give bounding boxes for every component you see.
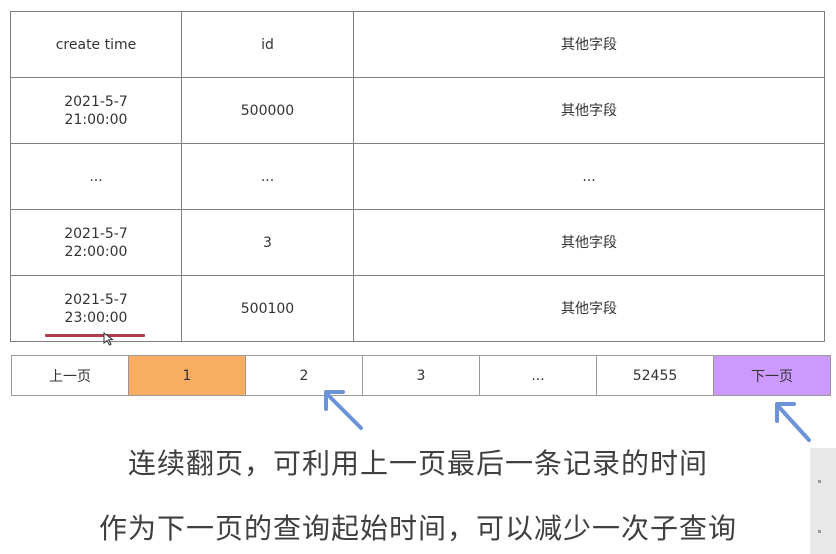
prev-page-button[interactable]: 上一页 bbox=[11, 355, 129, 396]
arrow-to-next-page-icon bbox=[775, 402, 811, 442]
time-date: 2021-5-7 bbox=[64, 291, 128, 308]
page-ellipsis: ... bbox=[479, 355, 597, 396]
caption-line-2: 作为下一页的查询起始时间，可以减少一次子查询 bbox=[98, 512, 737, 545]
page-button-3[interactable]: 3 bbox=[362, 355, 480, 396]
page-button-1[interactable]: 1 bbox=[128, 355, 246, 396]
column-header-id: id bbox=[181, 11, 354, 78]
cell-create-time: 2021-5-7 23:00:00 bbox=[10, 275, 182, 342]
cell-id: 3 bbox=[181, 209, 354, 276]
cell-other: ... bbox=[353, 143, 825, 210]
time-date: 2021-5-7 bbox=[64, 225, 128, 242]
cell-create-time: 2021-5-7 22:00:00 bbox=[10, 209, 182, 276]
page-button-2[interactable]: 2 bbox=[245, 355, 363, 396]
time-date: 2021-5-7 bbox=[64, 93, 128, 110]
column-header-create-time: create time bbox=[10, 11, 182, 78]
thumbnail-mark bbox=[818, 480, 821, 483]
time-clock: 21:00:00 bbox=[64, 111, 128, 128]
cell-other: 其他字段 bbox=[353, 209, 825, 276]
cell-other: 其他字段 bbox=[353, 77, 825, 144]
arrow-to-page-2-icon bbox=[324, 390, 363, 430]
time-clock: 22:00:00 bbox=[64, 243, 128, 260]
table-header-row: create time id 其他字段 bbox=[10, 11, 825, 78]
cell-id: ... bbox=[181, 143, 354, 210]
next-page-button[interactable]: 下一页 bbox=[713, 355, 831, 396]
cell-create-time: 2021-5-7 21:00:00 bbox=[10, 77, 182, 144]
cell-create-time: ... bbox=[10, 143, 182, 210]
cell-id: 500100 bbox=[181, 275, 354, 342]
time-clock: 23:00:00 bbox=[64, 309, 128, 326]
table-row: 2021-5-7 21:00:00 500000 其他字段 bbox=[10, 77, 825, 144]
thumbnail-mark bbox=[818, 530, 821, 533]
table-row: 2021-5-7 23:00:00 500100 其他字段 bbox=[10, 275, 825, 342]
table-row: 2021-5-7 22:00:00 3 其他字段 bbox=[10, 209, 825, 276]
highlight-underline bbox=[45, 334, 145, 337]
page-button-last[interactable]: 52455 bbox=[596, 355, 714, 396]
cell-id: 500000 bbox=[181, 77, 354, 144]
pagination: 上一页 1 2 3 ... 52455 下一页 bbox=[11, 355, 831, 396]
data-table: create time id 其他字段 2021-5-7 21:00:00 50… bbox=[10, 11, 825, 342]
side-thumbnail bbox=[810, 448, 836, 554]
table-row: ... ... ... bbox=[10, 143, 825, 210]
cell-other: 其他字段 bbox=[353, 275, 825, 342]
caption-line-1: 连续翻页，可利用上一页最后一条记录的时间 bbox=[127, 447, 708, 480]
mouse-cursor-icon bbox=[103, 332, 114, 346]
column-header-other: 其他字段 bbox=[353, 11, 825, 78]
